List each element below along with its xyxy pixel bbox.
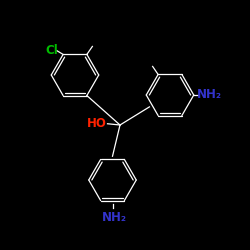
Text: Cl: Cl — [45, 44, 58, 57]
Text: NH₂: NH₂ — [197, 88, 222, 102]
Text: NH₂: NH₂ — [102, 211, 127, 224]
Text: HO: HO — [87, 117, 107, 130]
